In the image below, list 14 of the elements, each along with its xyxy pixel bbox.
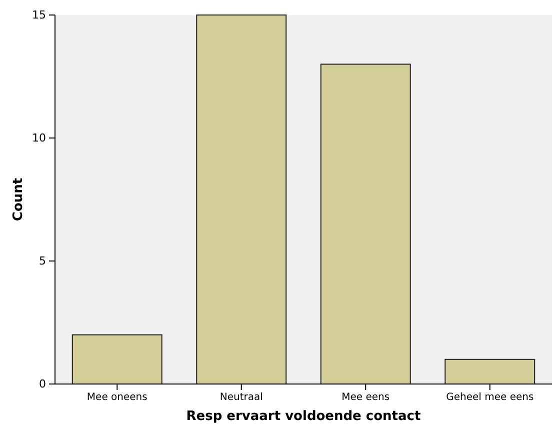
bar xyxy=(444,358,536,384)
x-tick-label: Mee eens xyxy=(342,392,390,404)
y-tick-label: 0 xyxy=(39,378,46,391)
y-tick-label: 10 xyxy=(32,132,46,145)
y-axis-title: Count xyxy=(11,178,26,222)
x-axis-title: Resp ervaart voldoende contact xyxy=(186,409,421,424)
y-tick-label: 15 xyxy=(32,8,46,22)
bar xyxy=(72,334,162,384)
bar xyxy=(196,14,287,384)
y-tick-label: 5 xyxy=(39,254,46,268)
x-tick-label: Mee oneens xyxy=(86,392,148,404)
bar xyxy=(320,64,411,384)
x-tick-label: Neutraal xyxy=(220,392,263,404)
x-tick-label: Geheel mee eens xyxy=(446,392,534,404)
